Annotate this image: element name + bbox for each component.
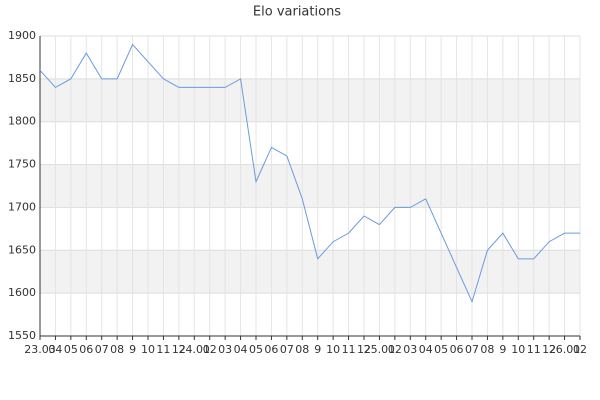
- x-tick-label: 04: [48, 343, 62, 356]
- x-tick-label: 9: [129, 343, 136, 356]
- x-tick-label: 07: [465, 343, 479, 356]
- x-tick-label: 06: [264, 343, 278, 356]
- x-tick-label: 06: [79, 343, 93, 356]
- y-tick-label: 1600: [8, 286, 36, 299]
- x-tick-label: 11: [527, 343, 541, 356]
- grid-band: [40, 164, 580, 208]
- x-tick-label: 9: [314, 343, 321, 356]
- x-tick-label: 03: [218, 343, 232, 356]
- data-line: [39, 43, 580, 304]
- x-tick-label: 23.03: [24, 343, 56, 356]
- x-tick-label: 08: [110, 343, 124, 356]
- x-tick-label: 04: [234, 343, 248, 356]
- x-tick-label: 02: [573, 343, 587, 356]
- x-tick-label: 05: [249, 343, 263, 356]
- x-tick-label: 07: [280, 343, 294, 356]
- x-tick-label: 10: [141, 343, 155, 356]
- grid-band: [40, 250, 580, 294]
- x-tick-label: 25.01: [364, 343, 396, 356]
- x-tick-label: 04: [419, 343, 433, 356]
- x-tick-label: 05: [64, 343, 78, 356]
- chart-title: Elo variations: [253, 5, 341, 20]
- x-tick-label: 07: [95, 343, 109, 356]
- y-tick-label: 1700: [8, 200, 36, 213]
- x-tick-label: 03: [403, 343, 417, 356]
- x-tick-label: 11: [156, 343, 170, 356]
- x-tick-label: 26.01: [549, 343, 581, 356]
- y-tick-label: 1650: [8, 243, 36, 256]
- x-tick-label: 08: [480, 343, 494, 356]
- x-tick-label: 10: [511, 343, 525, 356]
- y-tick-label: 1550: [8, 329, 36, 342]
- x-tick-label: 24.01: [179, 343, 211, 356]
- y-tick-label: 1850: [8, 72, 36, 85]
- grid-band: [40, 78, 580, 122]
- x-tick-label: 12: [542, 343, 556, 356]
- x-tick-label: 05: [434, 343, 448, 356]
- x-tick-label: 9: [499, 343, 506, 356]
- x-tick-label: 08: [295, 343, 309, 356]
- x-tick-label: 11: [342, 343, 356, 356]
- x-tick-label: 12: [357, 343, 371, 356]
- x-tick-label: 10: [326, 343, 340, 356]
- y-tick-label: 1900: [8, 29, 36, 42]
- y-tick-label: 1750: [8, 158, 36, 171]
- x-tick-label: 12: [172, 343, 186, 356]
- x-tick-label: 06: [450, 343, 464, 356]
- x-tick-label: 02: [388, 343, 402, 356]
- x-tick-label: 02: [203, 343, 217, 356]
- y-tick-label: 1800: [8, 115, 36, 128]
